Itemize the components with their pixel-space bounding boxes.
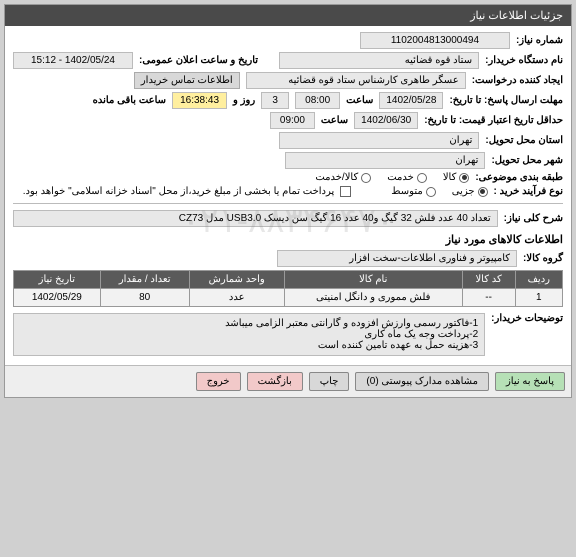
th-unit: واحد شمارش — [189, 271, 284, 289]
cell-unit: عدد — [189, 289, 284, 307]
radio-service[interactable]: خدمت — [387, 172, 427, 183]
th-row: ردیف — [515, 271, 562, 289]
creator-name: عسگر طاهری کارشناس ستاد قوه قضائیه — [246, 72, 466, 89]
back-button[interactable]: بازگشت — [247, 372, 303, 391]
category-label: طبقه بندی موضوعی: — [475, 172, 563, 183]
purchase-type-label: نوع فرآیند خرید : — [494, 186, 563, 197]
group-value: کامپیوتر و فناوری اطلاعات-سخت افزار — [277, 250, 517, 267]
cell-code: -- — [462, 289, 515, 307]
buyer-label: نام دستگاه خریدار: — [485, 55, 563, 66]
cell-row: 1 — [515, 289, 562, 307]
announce-label: تاریخ و ساعت اعلان عمومی: — [139, 55, 258, 66]
items-section-title: اطلاعات کالاهای مورد نیاز — [13, 233, 563, 246]
cell-name: فلش مموری و دانگل امنیتی — [284, 289, 462, 307]
cell-date: 1402/05/29 — [14, 289, 101, 307]
radio-both[interactable]: کالا/خدمت — [315, 172, 371, 183]
time-label-1: ساعت — [346, 95, 373, 106]
radio-goods[interactable]: کالا — [443, 172, 470, 183]
th-date: تاریخ نیاز — [14, 271, 101, 289]
payment-note: پرداخت تمام یا بخشی از مبلغ خرید،از محل … — [23, 186, 335, 197]
items-table: ردیف کد کالا نام کالا واحد شمارش تعداد /… — [13, 270, 563, 307]
buyer-notes-label: توضیحات خریدار: — [491, 313, 563, 324]
city: تهران — [285, 152, 485, 169]
remain-suffix: ساعت باقی مانده — [93, 95, 166, 106]
buyer-name: ستاد قوه قضائیه — [279, 52, 479, 69]
panel-title: جزئیات اطلاعات نیاز — [5, 5, 571, 26]
need-no-label: شماره نیاز: — [516, 35, 563, 46]
table-row: 1 -- فلش مموری و دانگل امنیتی عدد 80 140… — [14, 289, 563, 307]
validity-label: حداقل تاریخ اعتبار قیمت: تا تاریخ: — [424, 115, 563, 126]
print-button[interactable]: چاپ — [309, 372, 350, 391]
deadline-time: 08:00 — [295, 92, 340, 109]
radio-minor[interactable]: جزیی — [452, 186, 488, 197]
province-label: استان محل تحویل: — [485, 135, 563, 146]
general-title-label: شرح کلی نیاز: — [504, 213, 563, 224]
days-remain: 3 — [261, 92, 289, 109]
treasury-checkbox[interactable] — [340, 186, 351, 197]
group-label: گروه کالا: — [523, 253, 563, 264]
announce-datetime: 1402/05/24 - 15:12 — [13, 52, 133, 69]
th-name: نام کالا — [284, 271, 462, 289]
time-label-2: ساعت — [321, 115, 348, 126]
respond-button[interactable]: پاسخ به نیاز — [495, 372, 565, 391]
day-label: روز و — [233, 95, 255, 106]
cell-qty: 80 — [100, 289, 189, 307]
province: تهران — [279, 132, 479, 149]
radio-medium[interactable]: متوسط — [391, 186, 435, 197]
need-no: 1102004813000494 — [360, 32, 510, 49]
buyer-notes: 1-فاکتور رسمی وارزش افزوده و گارانتی معت… — [13, 313, 485, 356]
contact-info-button[interactable]: اطلاعات تماس خریدار — [134, 72, 240, 89]
th-qty: تعداد / مقدار — [100, 271, 189, 289]
th-code: کد کالا — [462, 271, 515, 289]
remaining-time: 16:38:43 — [172, 92, 227, 109]
deadline-date: 1402/05/28 — [379, 92, 443, 109]
validity-date: 1402/06/30 — [354, 112, 418, 129]
deadline-label: مهلت ارسال پاسخ: تا تاریخ: — [449, 95, 563, 106]
city-label: شهر محل تحویل: — [491, 155, 563, 166]
attachments-button[interactable]: مشاهده مدارک پیوستی (0) — [355, 372, 489, 391]
general-title: تعداد 40 عدد فلش 32 گیگ و40 عدد 16 گیگ س… — [13, 210, 498, 227]
exit-button[interactable]: خروج — [196, 372, 241, 391]
creator-label: ایجاد کننده درخواست: — [472, 75, 563, 86]
validity-time: 09:00 — [270, 112, 315, 129]
